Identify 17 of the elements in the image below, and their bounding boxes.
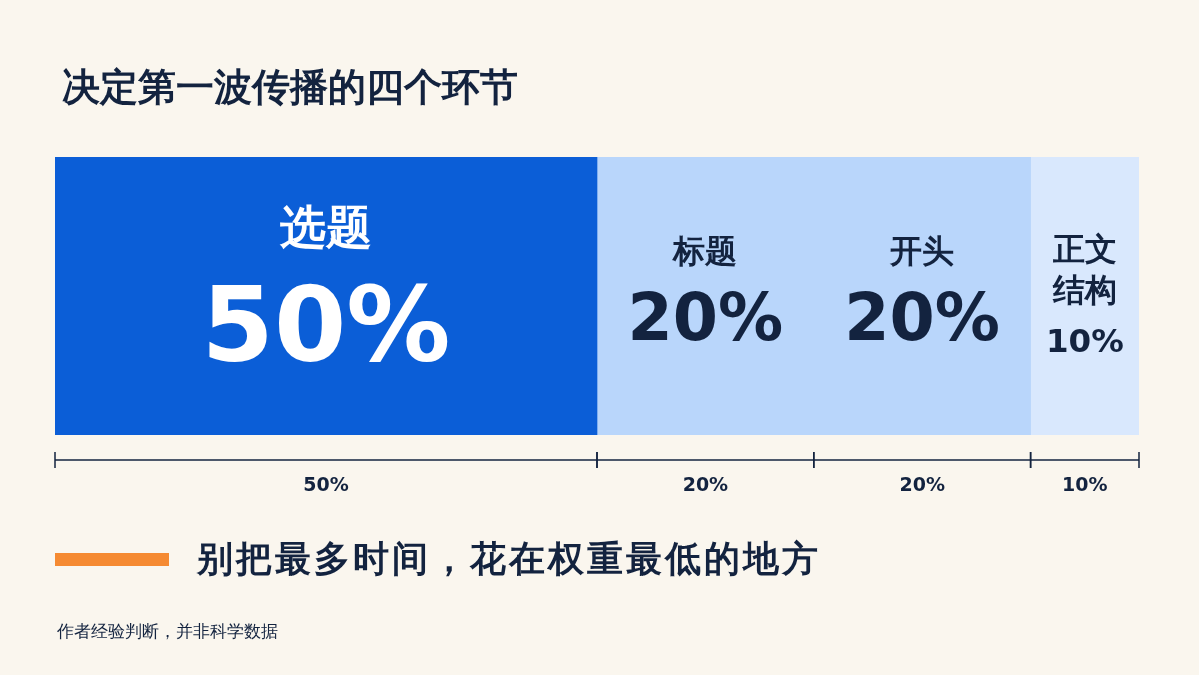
data-label: 10% xyxy=(1045,321,1124,360)
bar xyxy=(55,157,598,435)
text: 别把最多时间，花在权重最低的地方 xyxy=(197,537,821,581)
data-label: 50% xyxy=(201,263,451,386)
series-label: 开头 xyxy=(889,231,955,270)
chart-title: 决定第一波传播的四个环节 xyxy=(62,64,518,111)
text: 50% xyxy=(303,472,349,495)
data-label: 20% xyxy=(844,280,1001,356)
series-label: 标题 xyxy=(671,231,738,270)
text: 10% xyxy=(1062,472,1108,495)
series-label: 选题 xyxy=(279,200,372,255)
text: 20% xyxy=(899,472,945,495)
data-label: 20% xyxy=(627,280,784,356)
bar xyxy=(1030,157,1139,435)
series-label: 正文结构 xyxy=(1051,229,1117,310)
text: 作者经验判断，并非科学数据 xyxy=(57,620,278,643)
text: 20% xyxy=(682,472,729,495)
